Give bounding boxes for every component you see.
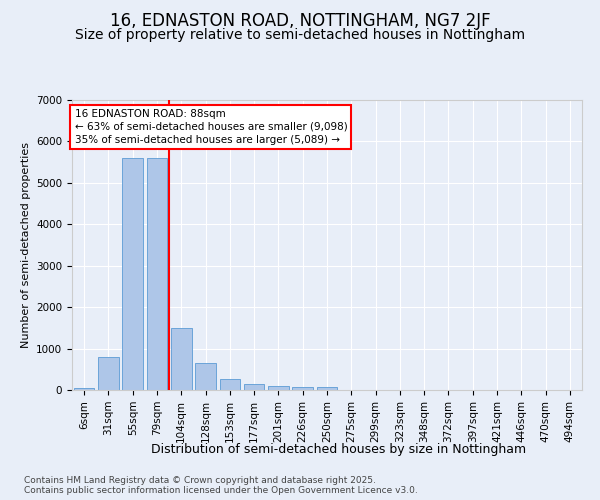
Text: 16, EDNASTON ROAD, NOTTINGHAM, NG7 2JF: 16, EDNASTON ROAD, NOTTINGHAM, NG7 2JF (110, 12, 490, 30)
Bar (244, 384, 265, 390)
Bar (220, 379, 240, 390)
Bar (195, 363, 216, 390)
Text: Size of property relative to semi-detached houses in Nottingham: Size of property relative to semi-detach… (75, 28, 525, 42)
Bar (98, 357, 119, 390)
Y-axis label: Number of semi-detached properties: Number of semi-detached properties (20, 142, 31, 348)
Bar (292, 387, 313, 390)
Bar (122, 158, 143, 390)
Bar (268, 386, 289, 390)
Bar (74, 388, 94, 390)
Text: Distribution of semi-detached houses by size in Nottingham: Distribution of semi-detached houses by … (151, 442, 527, 456)
Bar (146, 158, 167, 390)
Text: 16 EDNASTON ROAD: 88sqm
← 63% of semi-detached houses are smaller (9,098)
35% of: 16 EDNASTON ROAD: 88sqm ← 63% of semi-de… (74, 108, 347, 145)
Bar (317, 387, 337, 390)
Text: Contains HM Land Registry data © Crown copyright and database right 2025.
Contai: Contains HM Land Registry data © Crown c… (24, 476, 418, 495)
Bar (171, 328, 191, 390)
